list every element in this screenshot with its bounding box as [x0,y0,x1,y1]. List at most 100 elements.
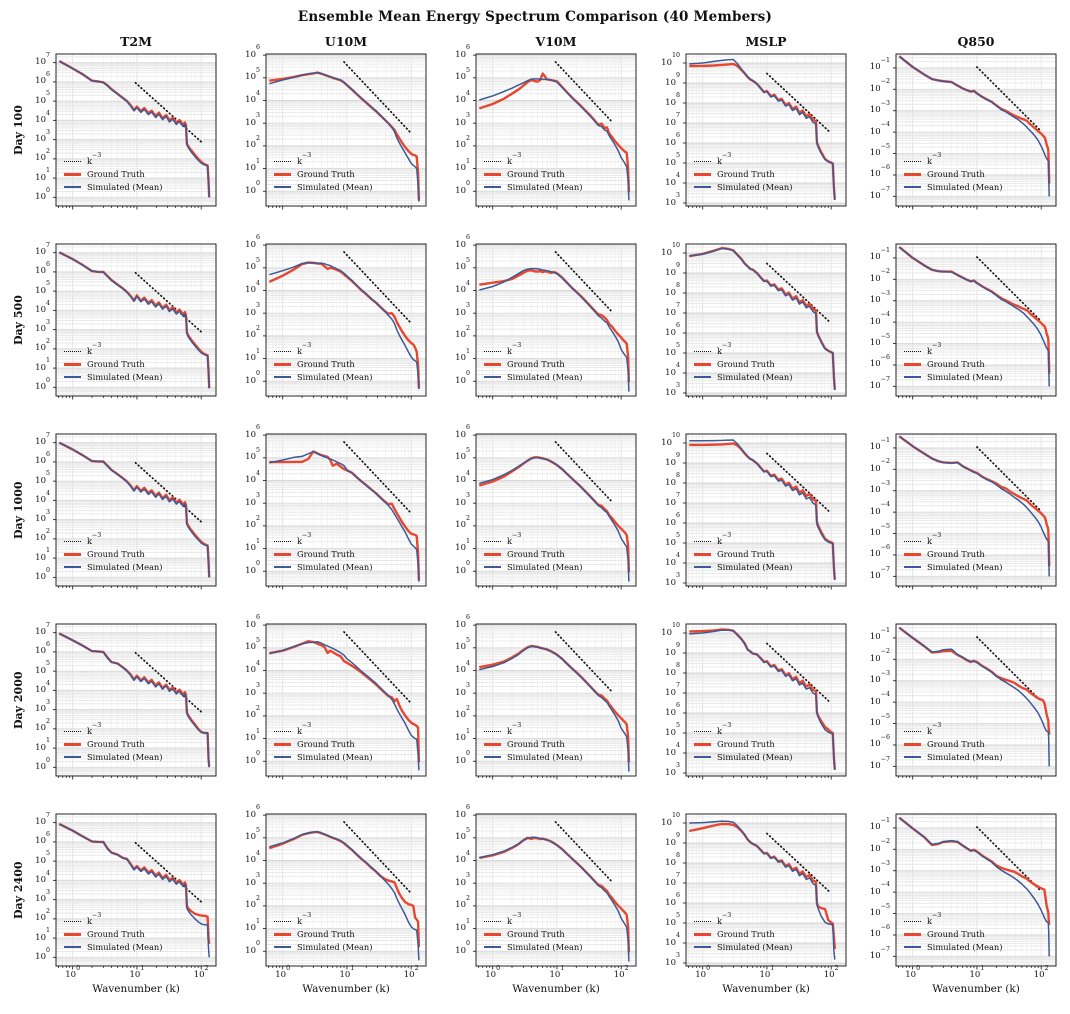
plot-frame [55,243,217,397]
legend-label-ground-truth: Ground Truth [717,549,775,559]
curves-group [689,439,836,581]
legend-label-k3: k−3 [297,531,312,546]
x-tick-label: 102 [193,964,209,980]
y-tick-label: 106 [245,804,260,820]
legend: k−3 Ground Truth Simulated (Mean) [64,912,163,953]
legend-item-simulated: Simulated (Mean) [694,181,793,193]
legend-item-simulated: Simulated (Mean) [694,751,793,763]
plot-area [53,433,217,590]
simulated-mean-line [689,629,836,771]
y-tick-label: 100 [35,946,50,962]
legend-item-simulated: Simulated (Mean) [904,941,1003,953]
legend-label-simulated: Simulated (Mean) [297,182,373,192]
y-tick-label: 100 [35,376,50,392]
legend-item-simulated: Simulated (Mean) [484,181,583,193]
k3-line-swatch [484,920,501,922]
y-tick-label: 100 [245,750,260,766]
y-tick-label: 109 [665,72,680,88]
k3-reference-line [343,61,413,135]
legend-item-simulated: Simulated (Mean) [484,941,583,953]
legend: k−3 Ground Truth Simulated (Mean) [64,722,163,763]
curves-group [689,628,836,771]
simulated-mean-line [898,817,1050,957]
y-tick-label: 10−5 [869,332,890,349]
legend-item-simulated: Simulated (Mean) [484,561,583,573]
y-tick-label: 106 [245,424,260,440]
y-tick-label: 109 [665,262,680,278]
ground-truth-swatch [904,552,921,556]
y-tick-label: 105 [455,256,470,273]
y-tick-label: 100 [35,186,50,202]
plot-area [473,813,637,970]
k3-line-swatch [274,160,291,162]
legend-label-simulated: Simulated (Mean) [717,562,793,572]
legend: k−3 Ground Truth Simulated (Mean) [694,912,793,953]
y-tick-label: 101 [245,727,260,744]
plot-background [686,54,846,206]
ground-truth-swatch [64,172,81,176]
legend-label-simulated: Simulated (Mean) [507,182,583,192]
legend-label-k3: k−3 [507,341,522,356]
y-tick-label: 105 [455,66,470,83]
subplot-v10m-day-100: V10M 106 105 104 103 102 101 100 k−3 Ground Truth… [438,34,648,243]
y-tick-label: 105 [665,532,680,548]
plot-area [683,623,847,780]
curves-group [58,251,211,389]
y-tick-label: 103 [245,492,260,508]
curves-group [898,626,1051,767]
y-tick-label: 10−7 [869,755,890,771]
legend-item-ground-truth: Ground Truth [274,738,373,750]
y-tick-label: 10−3 [869,99,890,116]
curves-group [898,435,1051,577]
legend-item-ground-truth: Ground Truth [904,738,1003,750]
curves-group [268,821,421,961]
y-tick-label: 103 [35,698,50,715]
legend-item-k3: k−3 [64,342,163,357]
y-tick-label: 1010 [661,52,680,68]
ground-truth-swatch [274,362,291,366]
y-tick-label: 107 [35,431,50,448]
simulated-mean-line [479,836,630,962]
k3-reference-line [134,461,203,523]
y-tick-label: 102 [35,528,50,544]
y-tick-label: 107 [665,112,680,128]
legend-label-simulated: Simulated (Mean) [927,942,1003,952]
legend-label-k3: k−3 [927,721,942,736]
plot-frame [685,623,847,777]
y-tick-label: 106 [245,614,260,630]
k3-reference-line [766,262,830,323]
k3-reference-line [554,631,613,692]
y-tick-label: 10−4 [869,881,890,897]
plot-area [263,243,427,400]
y-tick-label: 106 [455,804,470,820]
plot-frame [685,813,847,967]
k3-reference-line [343,441,413,515]
legend-item-simulated: Simulated (Mean) [694,941,793,953]
y-tick-label: 104 [665,362,680,378]
legend: k−3 Ground Truth Simulated (Mean) [484,722,583,763]
legend: k−3 Ground Truth Simulated (Mean) [904,342,1003,383]
curves-group [689,58,836,201]
y-axis-tick-labels: 106 105 104 103 102 101 100 [228,424,261,591]
plot-area [683,433,847,590]
y-tick-label: 101 [35,927,50,943]
curves-group [269,631,421,771]
legend-label-ground-truth: Ground Truth [87,169,145,179]
legend: k−3 Ground Truth Simulated (Mean) [484,912,583,953]
y-tick-label: 105 [665,722,680,738]
legend-item-k3: k−3 [64,152,163,167]
simulated-swatch [694,756,711,758]
legend-item-ground-truth: Ground Truth [274,548,373,560]
legend-label-ground-truth: Ground Truth [717,359,775,369]
subplot-q850-day-2000: 10−1 10−2 10−3 10−4 10−5 10−6 10−7 k−3 Ground Tr… [858,623,1068,813]
k3-reference-line [343,821,413,895]
legend-label-ground-truth: Ground Truth [927,739,985,749]
simulated-mean-line [269,831,420,961]
y-tick-label: 105 [245,636,260,653]
simulated-swatch [904,376,921,378]
y-tick-label: 106 [35,261,50,277]
legend-item-simulated: Simulated (Mean) [694,561,793,573]
legend-label-ground-truth: Ground Truth [297,549,355,559]
y-tick-label: 101 [455,157,470,174]
y-tick-label: 103 [665,952,680,968]
